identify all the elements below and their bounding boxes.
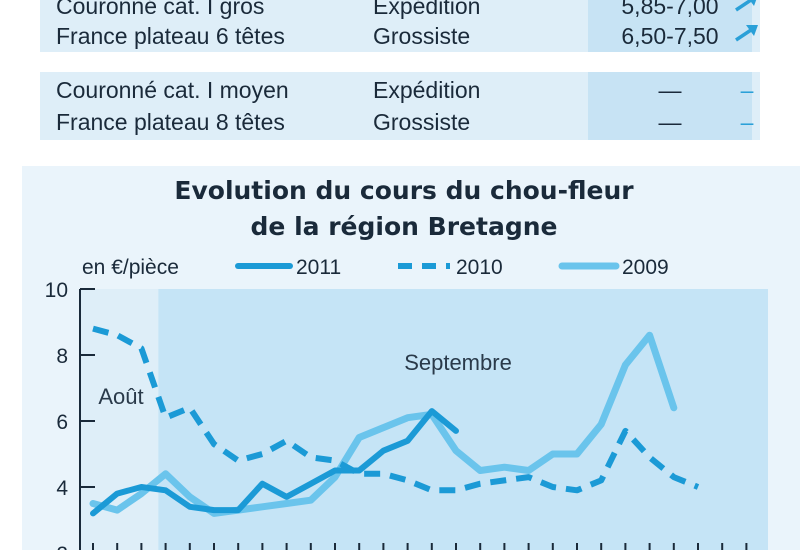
stage-cell: Expédition xyxy=(373,77,481,103)
product-cell: France plateau 8 têtes xyxy=(56,109,285,135)
product-cell: Couronné cat. I gros xyxy=(56,0,265,19)
y-tick-label: 4 xyxy=(56,477,68,500)
price-table-group-1: Couronné cat. I gros Expédition 5,85-7,0… xyxy=(40,0,760,52)
legend-label-2011: 2011 xyxy=(296,256,341,279)
trend-cell: – xyxy=(740,77,754,103)
period-label-aout: Août xyxy=(98,384,143,409)
chart-title-line-1: Evolution du cours du chou-fleur xyxy=(174,176,634,205)
stage-cell: Grossiste xyxy=(373,109,471,135)
table-row: Couronné cat. I moyen Expédition — – xyxy=(40,74,760,106)
up-arrow-icon xyxy=(732,20,762,52)
stage-cell: Grossiste xyxy=(373,23,471,49)
price-cell: — xyxy=(658,109,682,135)
stage-cell: Expédition xyxy=(373,0,481,19)
table-row: France plateau 8 têtes Grossiste — – xyxy=(40,106,760,138)
series-line-2009 xyxy=(89,331,678,517)
product-cell: France plateau 6 têtes xyxy=(56,23,285,49)
series-line-2011 xyxy=(90,408,459,517)
y-unit-label: en €/pièce xyxy=(82,256,179,279)
y-tick-label: 6 xyxy=(56,411,68,434)
y-tick-label: 8 xyxy=(56,345,68,368)
y-tick-label: 2 xyxy=(56,543,68,550)
price-cell: 5,85-7,00 xyxy=(621,0,719,19)
product-cell: Couronné cat. I moyen xyxy=(56,77,289,103)
price-cell: 6,50-7,50 xyxy=(621,23,719,49)
table-row: France plateau 6 têtes Grossiste 6,50-7,… xyxy=(40,20,760,52)
table-row: Couronné cat. I gros Expédition 5,85-7,0… xyxy=(40,0,760,22)
price-table-group-2: Couronné cat. I moyen Expédition — – Fra… xyxy=(40,72,760,140)
legend-label-2010: 2010 xyxy=(456,256,503,279)
price-column-bg xyxy=(588,0,752,52)
period-label-septembre: Septembre xyxy=(404,350,512,375)
price-column-bg xyxy=(588,72,752,140)
series-line-2010 xyxy=(92,325,700,494)
up-arrow-icon xyxy=(732,0,762,22)
y-tick-label: 10 xyxy=(45,279,68,302)
trend-cell: – xyxy=(740,109,754,135)
legend-label-2009: 2009 xyxy=(622,256,669,279)
chart-title-line-2: de la région Bretagne xyxy=(250,212,558,241)
price-cell: — xyxy=(658,77,682,103)
